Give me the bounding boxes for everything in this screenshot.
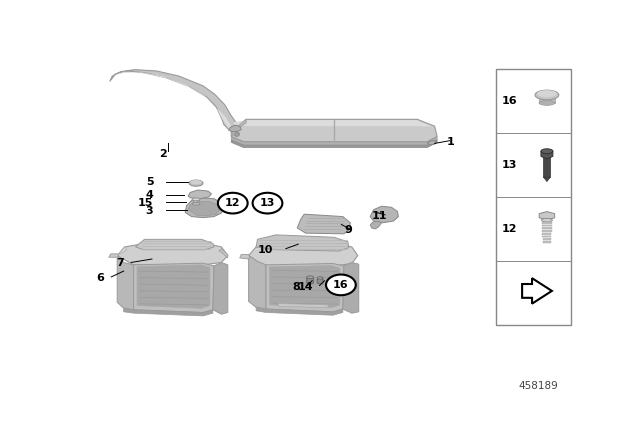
Polygon shape [541,151,553,159]
Polygon shape [543,156,550,177]
Polygon shape [213,263,228,314]
Polygon shape [370,221,381,229]
Text: 5: 5 [146,177,154,187]
Polygon shape [109,254,118,257]
Text: 12: 12 [502,224,517,234]
Circle shape [218,193,248,214]
Polygon shape [219,249,228,258]
Polygon shape [188,190,211,198]
Polygon shape [124,308,213,316]
Bar [495,69,571,324]
Text: 458189: 458189 [519,381,559,391]
Polygon shape [543,238,551,240]
Polygon shape [249,244,358,266]
Text: 4: 4 [145,190,154,200]
Text: 10: 10 [258,245,273,255]
Polygon shape [193,199,199,204]
Ellipse shape [189,180,203,186]
Polygon shape [542,233,552,235]
Polygon shape [539,95,555,103]
Ellipse shape [535,90,559,100]
Ellipse shape [192,198,200,201]
Polygon shape [278,303,328,308]
Polygon shape [188,202,220,216]
Text: 15: 15 [138,198,154,208]
Polygon shape [231,140,437,147]
Polygon shape [231,119,246,137]
Polygon shape [117,244,228,265]
Ellipse shape [537,90,557,97]
Polygon shape [234,120,432,126]
Text: 9: 9 [344,225,352,235]
Polygon shape [229,125,241,132]
Polygon shape [231,137,437,145]
Text: 6: 6 [96,273,104,283]
Polygon shape [231,119,437,142]
Text: 11: 11 [372,211,388,221]
Polygon shape [136,239,214,250]
Polygon shape [134,263,214,313]
Circle shape [326,275,356,295]
Polygon shape [297,214,350,234]
Text: 14: 14 [298,282,313,292]
Ellipse shape [541,149,553,154]
Polygon shape [234,132,240,137]
Text: 8: 8 [292,282,300,292]
Polygon shape [543,236,552,237]
Ellipse shape [190,180,202,184]
Polygon shape [543,177,550,181]
Polygon shape [114,72,233,129]
Text: 16: 16 [502,96,517,106]
Ellipse shape [541,219,552,222]
Polygon shape [542,225,552,226]
Polygon shape [343,263,359,313]
Ellipse shape [192,202,200,205]
Polygon shape [240,254,250,259]
Text: 13: 13 [502,160,517,170]
Text: 16: 16 [333,280,349,290]
Polygon shape [539,211,555,220]
Polygon shape [317,278,323,284]
Polygon shape [370,206,399,223]
Polygon shape [307,277,314,284]
Ellipse shape [307,276,314,279]
Polygon shape [542,228,552,229]
Polygon shape [249,255,266,309]
Text: 3: 3 [146,206,154,216]
Ellipse shape [539,100,555,105]
Text: 12: 12 [225,198,241,208]
Circle shape [253,193,282,214]
Text: 13: 13 [260,198,275,208]
Polygon shape [110,69,240,131]
Polygon shape [117,247,126,255]
Text: 7: 7 [116,258,124,268]
Polygon shape [543,241,551,243]
Polygon shape [266,263,344,312]
Polygon shape [542,222,552,224]
Text: 1: 1 [447,137,454,147]
Polygon shape [269,266,340,308]
Text: 2: 2 [159,149,167,159]
Ellipse shape [317,277,323,279]
Polygon shape [542,230,552,232]
Polygon shape [185,198,224,218]
Polygon shape [256,307,343,315]
Polygon shape [522,278,552,304]
Polygon shape [117,255,134,310]
Polygon shape [428,141,436,145]
Polygon shape [137,265,210,308]
Polygon shape [256,235,349,251]
